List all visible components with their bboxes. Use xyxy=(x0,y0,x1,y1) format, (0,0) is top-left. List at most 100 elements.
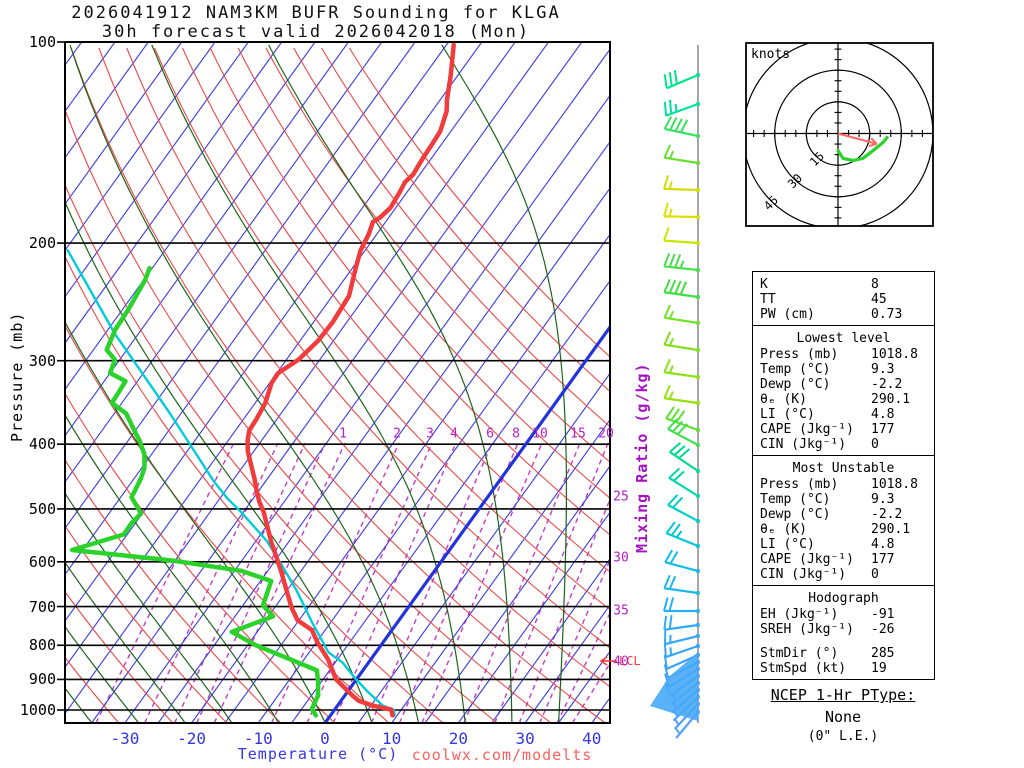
dry-adiabat-lines xyxy=(65,47,610,723)
pressure-tick-label: 500 xyxy=(28,499,56,518)
wind-barb xyxy=(664,549,700,573)
wind-barb xyxy=(663,116,700,138)
index-value: 1018.8 xyxy=(871,477,918,492)
index-value: -26 xyxy=(871,622,895,637)
index-label: StmSpd (kt) xyxy=(760,661,847,676)
mixing-ratio-inline-label: 1 xyxy=(339,426,347,442)
index-value: 4.8 xyxy=(871,407,895,422)
most-unstable-rows: Press (mb) 1018.8 Temp (°C) 9.3 Dewp (°C) -2.… xyxy=(753,477,934,582)
mixing-ratio-right-label: 40 xyxy=(613,654,629,670)
wind-barb xyxy=(663,69,700,90)
low-level-barb-cluster xyxy=(650,652,698,721)
dewpoint-curve xyxy=(69,265,321,718)
indices-most-unstable-section: Most Unstable Press (mb) 1018.8 Temp (°C) 9… xyxy=(753,455,934,585)
wind-barb xyxy=(663,614,700,631)
wind-barb xyxy=(668,467,700,498)
lcl-marker-label: LCL xyxy=(619,654,641,668)
mixing-ratio-inline-label: 20 xyxy=(598,426,614,442)
mixing-ratio-axis-label: Mixing Ratio (g/kg) xyxy=(633,362,651,553)
index-label: Temp (°C) xyxy=(760,492,831,507)
wind-barb xyxy=(669,442,700,473)
wind-barb xyxy=(663,144,700,165)
indices-hodograph-section: Hodograph EH (Jkg⁻¹) -91 SREH (Jkg⁻¹) -26 S… xyxy=(753,585,934,679)
hodograph-trace xyxy=(836,135,889,163)
index-label: CIN (Jkg⁻¹) xyxy=(760,567,847,582)
index-row: SREH (Jkg⁻¹) -26 xyxy=(753,622,934,637)
mixing-ratio-inline-label: 3 xyxy=(426,426,434,442)
ptype-title: NCEP 1-Hr PType: xyxy=(770,686,916,704)
index-label: Press (mb) xyxy=(760,347,839,362)
chart-title-line1: 2026041912 NAM3KM BUFR Sounding for KLGA xyxy=(71,3,561,23)
index-value: 0 xyxy=(871,437,879,452)
mixing-ratio-inline-label: 2 xyxy=(393,426,401,442)
index-value: 19 xyxy=(871,661,887,676)
mixing-ratio-inline-label: 8 xyxy=(512,426,520,442)
temperature-tick-label: 20 xyxy=(448,729,469,748)
wind-barb xyxy=(665,406,700,432)
pressure-tick-label: 900 xyxy=(28,670,56,689)
pressure-tick-label: 400 xyxy=(28,435,56,454)
index-value: -2.2 xyxy=(871,507,903,522)
index-row: CIN (Jkg⁻¹) 0 xyxy=(753,567,934,582)
index-row: θₑ (K) 290.1 xyxy=(753,522,934,537)
wind-barb xyxy=(663,227,700,245)
pressure-tick-label: 1000 xyxy=(19,701,56,719)
mixing-ratio-inline-label: 15 xyxy=(570,426,586,442)
pressure-tick-label: 600 xyxy=(28,552,56,571)
index-value: 0 xyxy=(871,567,879,582)
ptype-liquid-equivalent-note: (0" L.E.) xyxy=(807,729,879,744)
index-label: TT xyxy=(760,292,776,307)
temperature-tick-label: -10 xyxy=(243,729,273,748)
index-value: 290.1 xyxy=(871,522,911,537)
wind-barb xyxy=(667,494,700,523)
pressure-tick-label: 800 xyxy=(28,636,56,655)
index-label: θₑ (K) xyxy=(760,392,807,407)
indices-table: K 8 TT 45 PW (cm) 0.73 Lowest level Press (mb… xyxy=(752,271,935,680)
index-row: Temp (°C) 9.3 xyxy=(753,362,934,377)
index-label: Dewp (°C) xyxy=(760,507,831,522)
wet-bulb-curve xyxy=(66,249,396,717)
index-row: Dewp (°C) -2.2 xyxy=(753,507,934,522)
index-row: Press (mb) 1018.8 xyxy=(753,477,934,492)
index-row: StmDir (°) 285 xyxy=(753,646,934,661)
mixing-ratio-inline-label: 10 xyxy=(532,426,548,442)
index-value: 9.3 xyxy=(871,492,895,507)
most-unstable-header: Most Unstable xyxy=(792,461,895,476)
temperature-tick-label: 10 xyxy=(382,729,402,748)
index-label: StmDir (°) xyxy=(760,646,839,661)
wind-barb xyxy=(667,418,700,447)
wind-barb-column xyxy=(663,69,700,739)
index-row: CAPE (Jkg⁻¹) 177 xyxy=(753,422,934,437)
wind-barb xyxy=(663,331,700,352)
wind-barb xyxy=(663,643,700,659)
index-label: Dewp (°C) xyxy=(760,377,831,392)
watermark-link[interactable]: coolwx.com/modelts xyxy=(411,746,593,764)
lcl-arrow xyxy=(599,656,617,666)
index-label: CAPE (Jkg⁻¹) xyxy=(760,552,854,567)
mixing-ratio-right-label: 25 xyxy=(613,489,629,505)
ptype-value: None xyxy=(824,708,862,726)
wind-barb xyxy=(665,521,700,548)
zero-isotherm-line xyxy=(323,324,610,723)
wind-barb xyxy=(663,384,700,405)
wind-barb xyxy=(663,304,700,325)
storm-motion-arrow xyxy=(837,132,878,148)
index-value: -91 xyxy=(871,607,895,622)
temperature-tick-label: 0 xyxy=(320,729,330,748)
index-label: K xyxy=(760,277,768,292)
index-value: 1018.8 xyxy=(871,347,918,362)
storm-motion-rows: StmDir (°) 285 StmSpd (kt) 19 xyxy=(753,646,934,676)
index-value: 290.1 xyxy=(871,392,911,407)
temperature-curve xyxy=(245,42,456,718)
index-row: StmSpd (kt) 19 xyxy=(753,661,934,676)
index-label: PW (cm) xyxy=(760,307,815,322)
index-value: 285 xyxy=(871,646,895,661)
mixing-ratio-inline-label: 6 xyxy=(486,426,494,442)
index-label: θₑ (K) xyxy=(760,522,807,537)
hodograph-frame xyxy=(745,42,934,227)
wind-barb xyxy=(663,99,700,117)
index-row: LI (°C) 4.8 xyxy=(753,537,934,552)
wind-barb xyxy=(663,574,700,595)
